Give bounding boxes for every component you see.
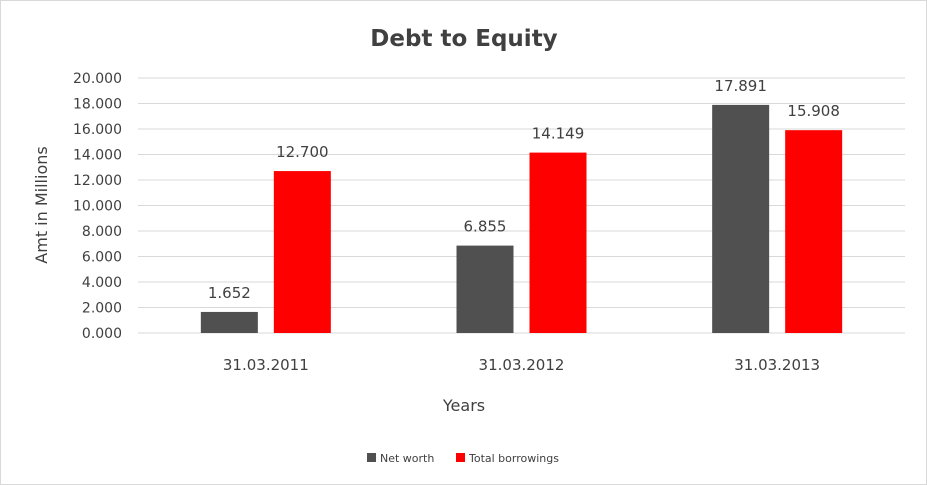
y-tick-label: 18.000 [73,97,122,113]
legend-swatch [456,453,465,462]
y-tick-label: 8.000 [82,224,122,240]
x-tick-label: 31.03.2011 [223,356,309,374]
legend-label: Total borrowings [468,452,559,465]
y-tick-label: 6.000 [82,250,122,266]
chart-title: Debt to Equity [370,26,557,52]
y-tick-label: 12.000 [73,173,122,189]
data-label: 12.700 [276,143,329,161]
y-tick-label: 20.000 [73,71,122,87]
y-tick-label: 14.000 [73,148,122,164]
y-axis-label: Amt in Millions [32,146,51,263]
data-label: 17.891 [714,77,767,95]
bar-total-borrowings [785,130,843,333]
data-label: 15.908 [787,102,840,120]
bar-total-borrowings [529,152,587,333]
x-axis-label: Years [442,396,485,415]
data-label: 1.652 [208,284,251,302]
data-label: 6.855 [464,218,507,236]
legend-swatch [367,453,376,462]
bar-total-borrowings [273,171,331,333]
bar-net-worth [200,311,258,333]
y-tick-label: 4.000 [82,275,122,291]
legend-label: Net worth [380,452,434,465]
data-label: 14.149 [532,125,585,143]
y-tick-label: 16.000 [73,122,122,138]
bar-net-worth [712,104,770,334]
y-tick-label: 10.000 [73,199,122,215]
x-tick-label: 31.03.2013 [734,356,820,374]
y-tick-label: 2.000 [82,301,122,317]
bar-net-worth [456,245,514,333]
x-tick-label: 31.03.2012 [479,356,565,374]
y-tick-label: 0.000 [82,326,122,342]
